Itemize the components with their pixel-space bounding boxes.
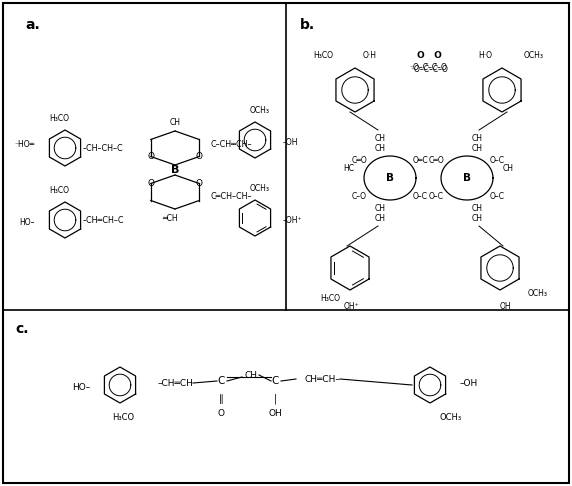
Text: C═CH–CH–: C═CH–CH–	[210, 191, 252, 201]
Text: O: O	[217, 409, 224, 417]
Text: O–C: O–C	[429, 191, 444, 201]
Text: –CH═CH–C: –CH═CH–C	[82, 215, 124, 225]
Text: OH: OH	[499, 301, 511, 311]
Text: OCH₃: OCH₃	[250, 105, 270, 115]
Text: HO–: HO–	[19, 218, 35, 226]
Text: O–C: O–C	[490, 191, 505, 201]
Text: C–CH═CH–: C–CH═CH–	[210, 139, 252, 149]
Text: CH: CH	[471, 134, 483, 142]
Text: b.: b.	[300, 18, 315, 32]
Text: OCH₃: OCH₃	[528, 289, 548, 297]
Text: C═O: C═O	[428, 156, 444, 164]
Text: O: O	[196, 179, 203, 188]
Text: OH⁺: OH⁺	[344, 301, 360, 311]
Text: H₃CO: H₃CO	[49, 114, 69, 122]
Text: O: O	[147, 179, 154, 188]
Text: O: O	[147, 152, 154, 161]
Text: O·H: O·H	[363, 51, 377, 59]
Text: CH: CH	[471, 143, 483, 153]
Text: ⁻O–C–C–O: ⁻O–C–C–O	[409, 64, 447, 72]
Text: C═O: C═O	[351, 156, 367, 164]
Text: CH: CH	[169, 118, 181, 126]
Text: CH: CH	[471, 213, 483, 223]
Text: –CH═CH: –CH═CH	[157, 379, 193, 387]
Text: HC: HC	[343, 163, 354, 173]
Text: H₃CO: H₃CO	[49, 186, 69, 194]
Text: H₃CO: H₃CO	[313, 51, 333, 59]
Text: –CH–CH–C: –CH–CH–C	[83, 143, 124, 153]
Text: CH═CH–: CH═CH–	[304, 375, 340, 383]
Text: OCH₃: OCH₃	[440, 413, 462, 421]
Text: ⁻O–Č–Č–O: ⁻O–Č–Č–O	[410, 66, 448, 74]
Text: OH: OH	[268, 409, 282, 417]
Text: ⁻HO═: ⁻HO═	[15, 139, 35, 149]
Text: O═C: O═C	[413, 156, 429, 164]
Text: ═CH: ═CH	[162, 213, 178, 223]
Text: HO–: HO–	[72, 382, 90, 392]
Text: O–C: O–C	[490, 156, 505, 164]
Text: –OH: –OH	[460, 379, 478, 387]
Text: B: B	[386, 173, 394, 183]
Text: H₃CO: H₃CO	[320, 294, 340, 302]
Text: O   O: O O	[416, 51, 442, 59]
Text: c.: c.	[15, 322, 29, 336]
Text: CH: CH	[375, 204, 386, 212]
Text: CH: CH	[471, 204, 483, 212]
Text: C: C	[217, 376, 225, 386]
Text: CH: CH	[375, 134, 386, 142]
Text: CH: CH	[375, 143, 386, 153]
Text: a.: a.	[25, 18, 39, 32]
Text: H₃CO: H₃CO	[112, 413, 134, 421]
Text: –OH⁺: –OH⁺	[283, 215, 303, 225]
Text: –OH: –OH	[283, 138, 299, 146]
Text: B: B	[463, 173, 471, 183]
Text: B: B	[171, 165, 179, 175]
Text: OCH₃: OCH₃	[250, 184, 270, 192]
Text: CH: CH	[503, 163, 514, 173]
Text: CH: CH	[244, 370, 257, 380]
Text: OCH₃: OCH₃	[524, 51, 544, 59]
Text: C: C	[271, 376, 279, 386]
Text: ∥: ∥	[219, 394, 224, 404]
Text: |: |	[273, 394, 277, 404]
Text: H·O: H·O	[478, 51, 492, 59]
Text: CH: CH	[375, 213, 386, 223]
Text: O–C: O–C	[413, 191, 428, 201]
Text: O: O	[196, 152, 203, 161]
Text: C–O: C–O	[352, 191, 367, 201]
